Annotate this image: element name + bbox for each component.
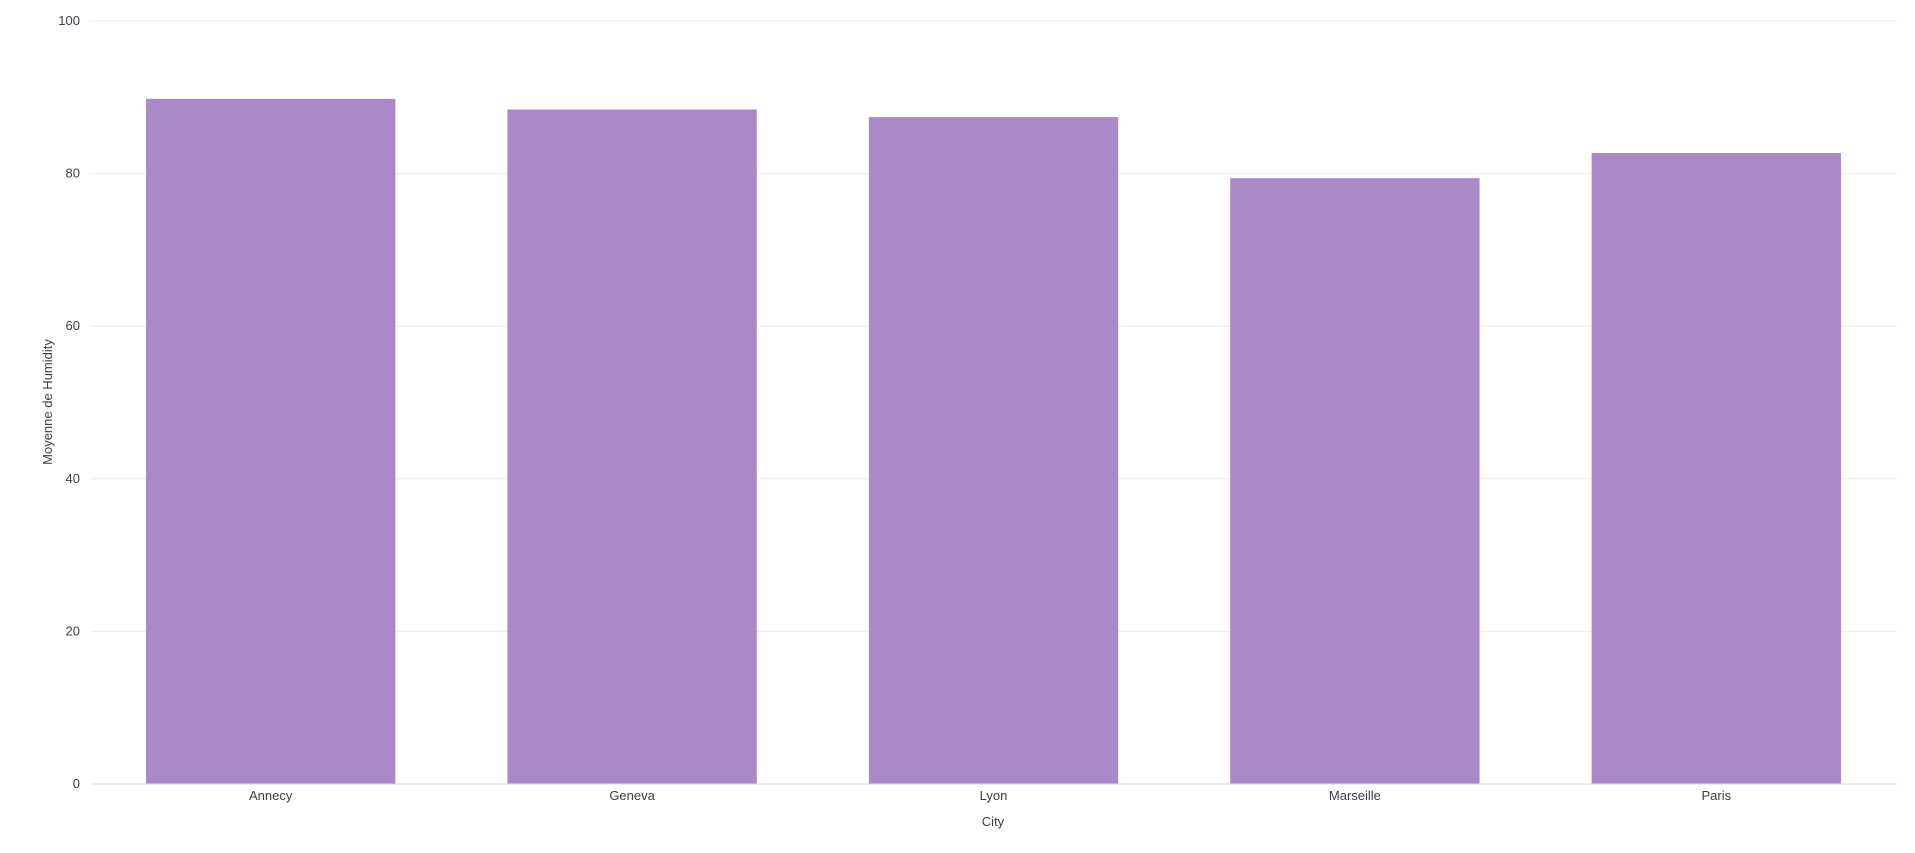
x-tick-label: Annecy: [249, 788, 293, 803]
y-tick-label: 60: [66, 318, 80, 333]
bar-geneva[interactable]: [507, 109, 757, 785]
bar-annecy[interactable]: [146, 98, 396, 785]
y-tick-label: 80: [66, 166, 80, 181]
x-axis-title: City: [982, 814, 1005, 829]
bar-paris[interactable]: [1591, 152, 1841, 784]
bars: [146, 98, 1841, 785]
y-tick-label: 20: [66, 623, 80, 638]
y-tick-label: 100: [58, 13, 80, 28]
y-tick-label: 40: [66, 471, 80, 486]
bar-marseille[interactable]: [1230, 178, 1480, 785]
x-tick-label: Paris: [1701, 788, 1731, 803]
x-tick-labels: Annecy Geneva Lyon Marseille Paris: [249, 788, 1732, 803]
y-tick-labels: 0 20 40 60 80 100: [58, 13, 80, 791]
x-tick-label: Marseille: [1329, 788, 1381, 803]
x-tick-label: Geneva: [609, 788, 655, 803]
x-tick-label: Lyon: [980, 788, 1008, 803]
bar-lyon[interactable]: [868, 117, 1119, 784]
y-tick-label: 0: [73, 776, 80, 791]
y-axis-title: Moyenne de Humidity: [40, 339, 55, 465]
